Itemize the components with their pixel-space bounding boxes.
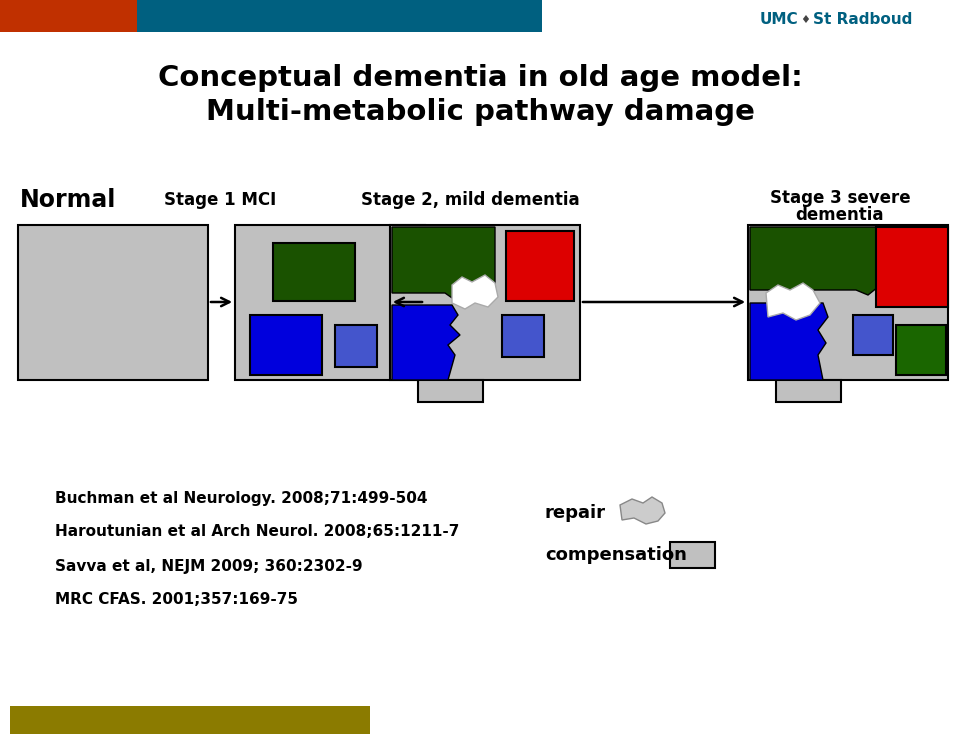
Text: Buchman et al Neurology. 2008;71:499-504: Buchman et al Neurology. 2008;71:499-504 — [55, 490, 427, 505]
Bar — [670, 542, 715, 568]
Text: Stage 1 MCI: Stage 1 MCI — [164, 191, 276, 209]
Text: Stage 2, mild dementia: Stage 2, mild dementia — [361, 191, 579, 209]
Bar — [235, 225, 425, 380]
Text: Stage 3 severe: Stage 3 severe — [770, 189, 910, 207]
Bar — [273, 243, 355, 301]
Bar — [10, 706, 370, 734]
Bar — [876, 227, 948, 307]
Text: UMC: UMC — [760, 13, 799, 28]
Bar — [18, 225, 208, 380]
Polygon shape — [392, 305, 460, 380]
Bar — [853, 315, 893, 355]
Text: compensation: compensation — [545, 546, 686, 564]
Bar — [502, 315, 544, 357]
Text: ♦: ♦ — [800, 15, 810, 25]
Text: Normal: Normal — [20, 188, 116, 212]
Text: Savva et al, NEJM 2009; 360:2302-9: Savva et al, NEJM 2009; 360:2302-9 — [55, 559, 363, 574]
Bar — [335, 325, 377, 367]
Text: Multi-metabolic pathway damage: Multi-metabolic pathway damage — [205, 98, 755, 126]
Bar — [748, 225, 948, 380]
Text: MRC CFAS. 2001;357:169-75: MRC CFAS. 2001;357:169-75 — [55, 592, 298, 608]
Polygon shape — [452, 275, 498, 309]
Polygon shape — [766, 283, 820, 320]
Bar — [250, 315, 322, 375]
Polygon shape — [750, 303, 828, 380]
Text: dementia: dementia — [796, 206, 884, 224]
Text: Conceptual dementia in old age model:: Conceptual dementia in old age model: — [157, 64, 803, 92]
Bar — [0, 0, 137, 32]
Text: repair: repair — [545, 504, 606, 522]
Bar — [896, 325, 946, 375]
Bar — [390, 225, 580, 380]
Bar — [137, 0, 542, 32]
Text: Haroutunian et al Arch Neurol. 2008;65:1211-7: Haroutunian et al Arch Neurol. 2008;65:1… — [55, 525, 460, 539]
Text: St Radboud: St Radboud — [813, 13, 912, 28]
Polygon shape — [750, 227, 946, 297]
Bar — [506, 231, 574, 301]
Polygon shape — [620, 497, 665, 524]
Bar — [418, 380, 483, 402]
Polygon shape — [392, 227, 495, 300]
Bar — [776, 380, 841, 402]
